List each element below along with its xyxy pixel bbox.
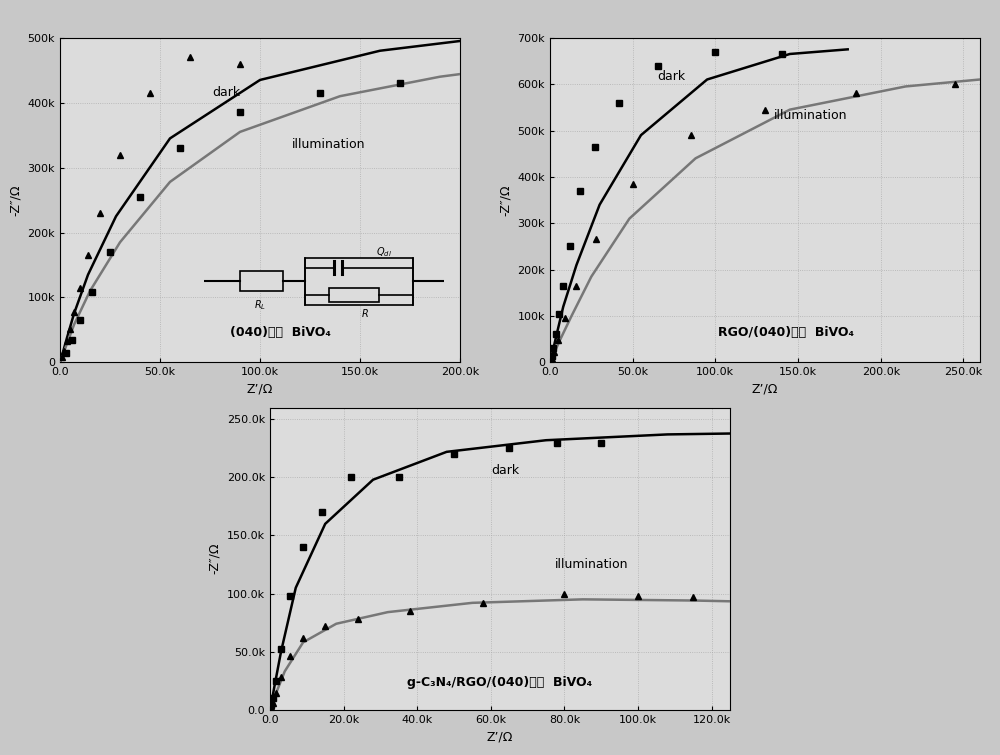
Text: illumination: illumination (774, 109, 847, 122)
X-axis label: Z’/Ω: Z’/Ω (247, 383, 273, 396)
X-axis label: Z’/Ω: Z’/Ω (487, 730, 513, 743)
Text: illumination: illumination (555, 558, 629, 571)
Text: dark: dark (491, 464, 519, 477)
Text: illumination: illumination (292, 138, 366, 151)
Text: g-C₃N₄/RGO/(040)晶面  BiVO₄: g-C₃N₄/RGO/(040)晶面 BiVO₄ (407, 676, 593, 689)
Text: dark: dark (658, 70, 686, 83)
X-axis label: Z’/Ω: Z’/Ω (752, 383, 778, 396)
Text: dark: dark (212, 86, 240, 99)
Y-axis label: -Z″/Ω: -Z″/Ω (208, 543, 221, 575)
Y-axis label: -Z″/Ω: -Z″/Ω (499, 184, 512, 216)
Y-axis label: -Z″/Ω: -Z″/Ω (9, 184, 22, 216)
Text: (040)晶面  BiVO₄: (040)晶面 BiVO₄ (230, 326, 330, 340)
Text: RGO/(040)晶面  BiVO₄: RGO/(040)晶面 BiVO₄ (718, 326, 854, 340)
